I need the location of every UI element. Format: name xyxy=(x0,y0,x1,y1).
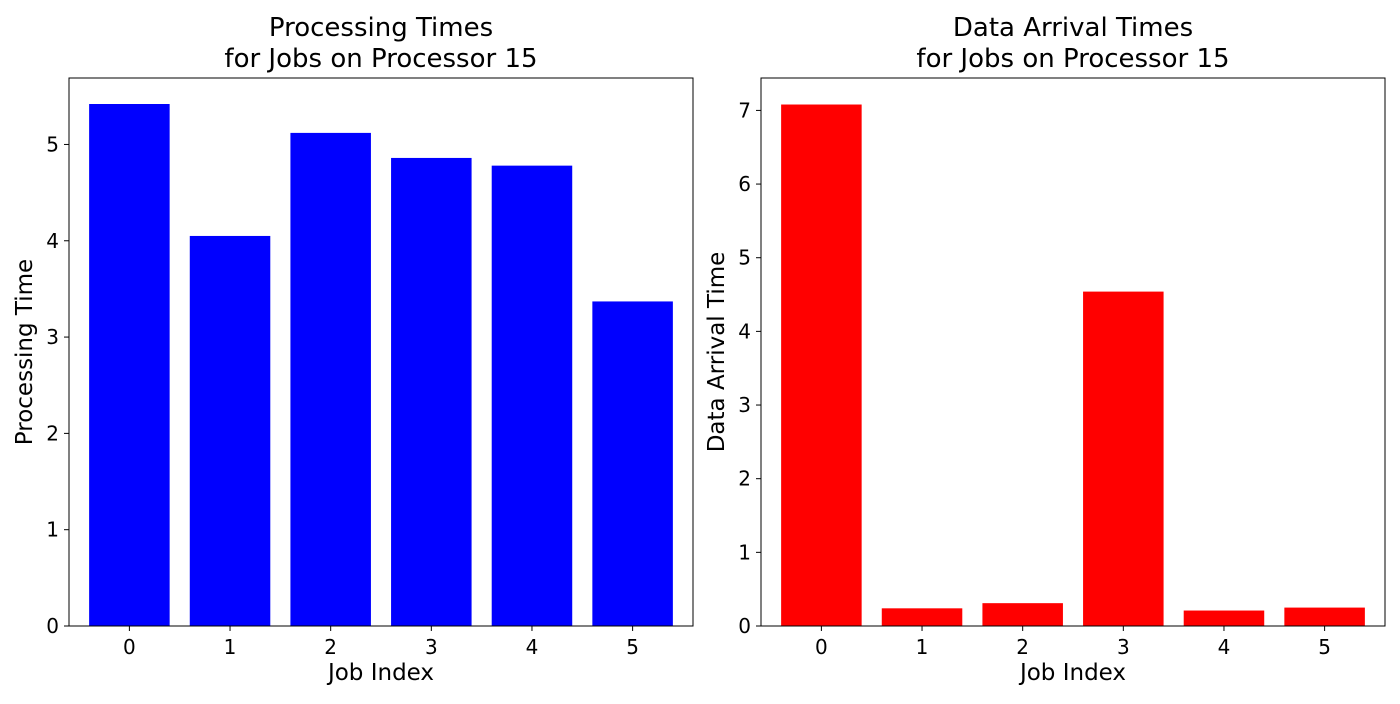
processing-title-line-1: Processing Times xyxy=(269,13,493,43)
processing-x-tick-label-4: 4 xyxy=(526,635,539,659)
processing-x-tick-label-1: 1 xyxy=(224,635,237,659)
arrival-y-tick-label-0: 0 xyxy=(738,614,751,638)
arrival-title-line-1: Data Arrival Times xyxy=(953,13,1193,43)
processing-bar-5 xyxy=(592,301,673,626)
arrival-y-tick-label-4: 4 xyxy=(738,319,751,343)
arrival-y-tick-label-6: 6 xyxy=(738,172,751,196)
arrival-x-tick-label-2: 2 xyxy=(1016,635,1029,659)
processing-y-axis-label: Processing Time xyxy=(12,259,38,445)
processing-x-tick-label-0: 0 xyxy=(123,635,136,659)
processing-bar-3 xyxy=(391,157,472,626)
processing-y-tick-label-2: 2 xyxy=(46,421,59,445)
arrival-x-tick-label-3: 3 xyxy=(1117,635,1130,659)
processing-plot-frame xyxy=(68,77,694,627)
arrival-title-line-2: for Jobs on Processor 15 xyxy=(916,44,1229,74)
arrival-y-tick-label-2: 2 xyxy=(738,467,751,491)
processing-bar-4 xyxy=(491,165,573,626)
arrival-y-tick-label-1: 1 xyxy=(738,540,751,564)
processing-x-tick-label-3: 3 xyxy=(425,635,438,659)
arrival-y-tick-label-3: 3 xyxy=(738,393,751,417)
processing-title-line-2: for Jobs on Processor 15 xyxy=(224,44,537,74)
arrival-bar-3 xyxy=(1083,291,1164,626)
arrival-plot-frame xyxy=(760,77,1386,627)
arrival-x-tick-label-0: 0 xyxy=(815,635,828,659)
processing-y-tick-label-1: 1 xyxy=(46,518,59,542)
processing-y-tick-label-0: 0 xyxy=(46,614,59,638)
arrival-bar-4 xyxy=(1183,610,1265,626)
arrival-x-tick-label-1: 1 xyxy=(916,635,929,659)
arrival-y-tick-label-7: 7 xyxy=(738,98,751,122)
arrival-bar-5 xyxy=(1284,607,1365,626)
arrival-bar-2 xyxy=(982,603,1063,626)
processing-x-tick-label-2: 2 xyxy=(324,635,337,659)
processing-y-tick-label-4: 4 xyxy=(46,229,59,253)
arrival-x-tick-label-4: 4 xyxy=(1218,635,1231,659)
arrival-x-axis-label: Job Index xyxy=(1018,660,1126,686)
processing-bar-1 xyxy=(189,235,271,627)
processing-x-axis-label: Job Index xyxy=(326,660,434,686)
arrival-y-axis-label: Data Arrival Time xyxy=(704,252,730,453)
arrival-bar-0 xyxy=(781,104,862,627)
processing-bar-2 xyxy=(290,132,371,627)
processing-y-tick-label-3: 3 xyxy=(46,325,59,349)
processing-x-tick-label-5: 5 xyxy=(626,635,639,659)
arrival-x-tick-label-5: 5 xyxy=(1318,635,1331,659)
processing-bar-0 xyxy=(89,104,170,626)
arrival-bar-1 xyxy=(881,608,963,626)
arrival-y-tick-label-5: 5 xyxy=(738,246,751,270)
processing-y-tick-label-5: 5 xyxy=(46,132,59,156)
